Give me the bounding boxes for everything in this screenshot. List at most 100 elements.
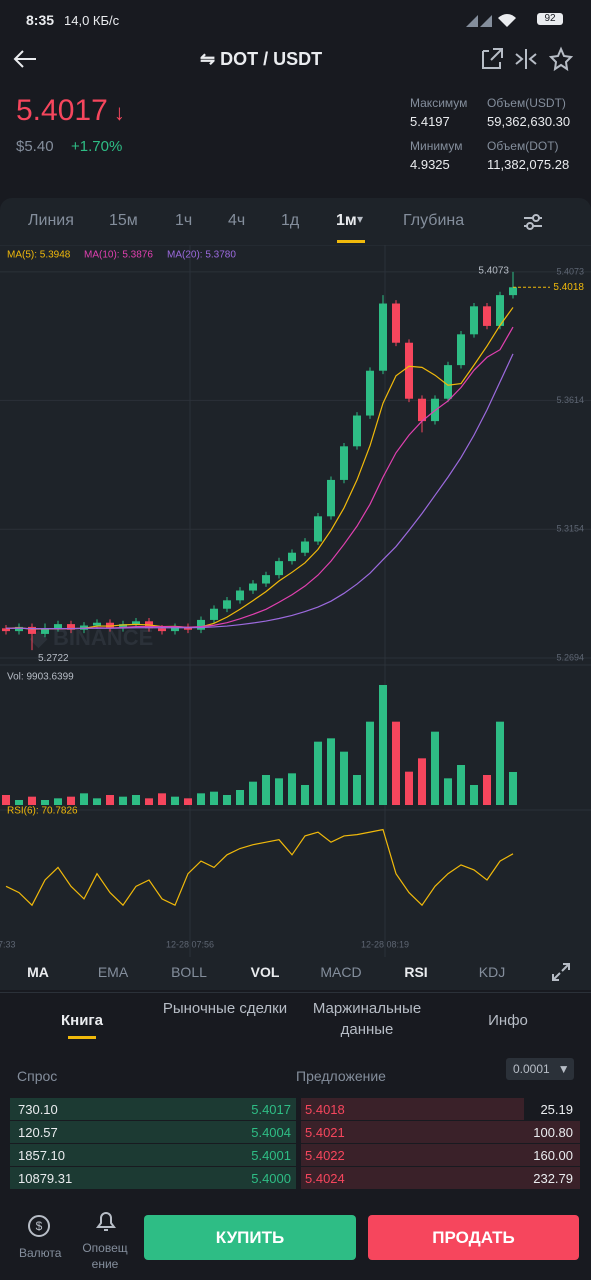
ma-legend: MA(10): 5.3876 bbox=[84, 250, 153, 261]
candle-body bbox=[405, 342, 413, 399]
candle-body bbox=[223, 600, 231, 609]
timeframe-tab[interactable]: 1м bbox=[336, 212, 357, 229]
volume-bar bbox=[158, 793, 166, 805]
ma-legend: MA(5): 5.3948 bbox=[7, 250, 71, 261]
volume-bar bbox=[67, 796, 75, 805]
currency-icon[interactable]: $ bbox=[25, 1212, 53, 1240]
price-change: +1.70% bbox=[71, 138, 123, 155]
rsi-line bbox=[5, 828, 514, 907]
sell-button[interactable]: ПРОДАТЬ bbox=[368, 1215, 579, 1260]
buy-button[interactable]: КУПИТЬ bbox=[144, 1215, 356, 1260]
volume-label: Vol: 9903.6399 bbox=[7, 672, 74, 683]
volume-bar bbox=[509, 771, 517, 805]
bid-depth bbox=[10, 1144, 296, 1166]
volume-bar bbox=[470, 785, 478, 805]
time-label: 12-28 08:19 bbox=[361, 939, 409, 949]
timeframe-tab[interactable]: 4ч bbox=[228, 212, 246, 229]
candle-body bbox=[483, 306, 491, 326]
book-tab[interactable]: Инфо bbox=[488, 1012, 528, 1029]
ma-legend: MA(20): 5.3780 bbox=[167, 250, 236, 261]
candle-body bbox=[249, 583, 257, 591]
candle-body bbox=[496, 295, 504, 326]
candle-body bbox=[41, 628, 49, 634]
down-arrow: ↓ bbox=[107, 100, 125, 125]
dropdown-arrow: ▾ bbox=[357, 212, 364, 226]
candle-body bbox=[509, 287, 517, 296]
volume-bar bbox=[379, 685, 387, 805]
bid-amount: 1857.10 bbox=[18, 1148, 65, 1163]
timeframe-tab[interactable]: 1д bbox=[281, 212, 300, 229]
ask-depth bbox=[301, 1144, 580, 1166]
candle-body bbox=[171, 626, 179, 632]
stat-value: 11,382,075.28 bbox=[487, 157, 570, 172]
ma-line bbox=[5, 326, 514, 630]
chart-panel bbox=[0, 198, 591, 990]
ask-price: 5.4024 bbox=[305, 1171, 345, 1186]
candle-body bbox=[93, 622, 101, 626]
stat-label: Минимум bbox=[410, 139, 463, 153]
bid-price: 5.4004 bbox=[251, 1125, 291, 1140]
bid-amount: 730.10 bbox=[18, 1102, 58, 1117]
indicator-tab[interactable]: VOL bbox=[250, 964, 280, 980]
volume-bar bbox=[418, 758, 426, 805]
timeframe-tab[interactable]: Линия bbox=[28, 212, 74, 229]
candle-body bbox=[28, 626, 36, 634]
volume-bar bbox=[457, 765, 465, 805]
candle-body bbox=[236, 590, 244, 601]
last-price-label: 5.4018 bbox=[553, 282, 584, 293]
volume-bar bbox=[145, 798, 153, 805]
bid-title: Спрос bbox=[17, 1068, 58, 1084]
candle-body bbox=[301, 541, 309, 553]
high-label: 5.4073 bbox=[478, 266, 509, 277]
indicator-tab[interactable]: MACD bbox=[320, 964, 362, 980]
book-tab[interactable]: Рыночные сделки bbox=[162, 1000, 288, 1017]
alert-icon[interactable] bbox=[92, 1207, 120, 1235]
indicator-tab[interactable]: KDJ bbox=[478, 964, 506, 980]
indicator-tab[interactable]: EMA bbox=[97, 964, 129, 980]
book-tab[interactable]: Маржинальные данные bbox=[312, 1000, 422, 1038]
currency-label[interactable]: Валюта bbox=[19, 1246, 62, 1260]
step-select[interactable]: 0.0001 ▼ bbox=[506, 1058, 574, 1080]
pair-title[interactable]: ⇋ DOT / USDT bbox=[200, 49, 322, 70]
indicator-tab[interactable]: RSI bbox=[404, 964, 428, 980]
volume-bar bbox=[366, 721, 374, 805]
candle-body bbox=[67, 624, 75, 630]
fullscreen[interactable] bbox=[551, 962, 571, 982]
candle-body bbox=[353, 415, 361, 447]
volume-bar bbox=[288, 773, 296, 805]
bid-depth bbox=[10, 1098, 296, 1120]
alerts-label[interactable]: Оповещение bbox=[82, 1241, 128, 1271]
indicator-tab[interactable]: MA bbox=[27, 964, 49, 980]
stat-label: Объем(USDT) bbox=[487, 96, 566, 110]
candle-body bbox=[119, 624, 127, 629]
indicator-tab[interactable]: BOLL bbox=[171, 964, 207, 980]
ask-depth bbox=[301, 1098, 524, 1120]
ma-line bbox=[5, 307, 514, 630]
chart-settings[interactable] bbox=[522, 212, 544, 232]
candle-body bbox=[2, 628, 10, 632]
volume-bar bbox=[275, 778, 283, 805]
y-tick-label: 5.3614 bbox=[556, 395, 584, 405]
volume-bar bbox=[119, 796, 127, 805]
header-actions[interactable] bbox=[480, 46, 580, 72]
status-icons bbox=[466, 14, 516, 27]
candle-body bbox=[54, 624, 62, 629]
candle-body bbox=[262, 575, 270, 584]
back-button[interactable] bbox=[12, 48, 38, 70]
y-tick-label: 5.4073 bbox=[556, 266, 584, 276]
timeframe-tab[interactable]: Глубина bbox=[403, 212, 465, 229]
volume-bar bbox=[431, 731, 439, 805]
volume-bar bbox=[15, 800, 23, 805]
ask-amount: 100.80 bbox=[533, 1125, 573, 1140]
timeframe-tab[interactable]: 1ч bbox=[175, 212, 193, 229]
timeframe-tab[interactable]: 15м bbox=[109, 212, 138, 229]
volume-bar bbox=[184, 798, 192, 805]
book-tab[interactable]: Книга bbox=[60, 1012, 104, 1029]
candle-body bbox=[158, 628, 166, 632]
candle-body bbox=[314, 516, 322, 542]
volume-bar bbox=[353, 775, 361, 805]
volume-bar bbox=[106, 795, 114, 805]
ask-price: 5.4021 bbox=[305, 1125, 345, 1140]
volume-bar bbox=[262, 775, 270, 805]
status-speed: 14,0 КБ/с bbox=[64, 13, 120, 28]
